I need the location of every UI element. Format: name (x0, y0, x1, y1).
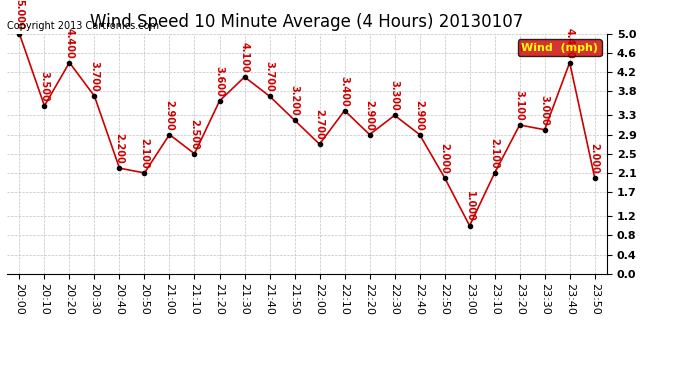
Text: 3.200: 3.200 (290, 85, 299, 116)
Text: 2.700: 2.700 (315, 109, 324, 140)
Text: 3.000: 3.000 (540, 95, 550, 126)
Text: 5.000: 5.000 (14, 0, 24, 30)
Text: 2.100: 2.100 (490, 138, 500, 169)
Text: 3.400: 3.400 (339, 76, 350, 106)
Text: 3.700: 3.700 (264, 61, 275, 92)
Text: 2.900: 2.900 (415, 100, 424, 130)
Text: 4.400: 4.400 (64, 28, 75, 58)
Text: 3.100: 3.100 (515, 90, 524, 121)
Text: 3.500: 3.500 (39, 71, 50, 102)
Text: 2.100: 2.100 (139, 138, 150, 169)
Text: 2.900: 2.900 (164, 100, 175, 130)
Text: 3.300: 3.300 (390, 80, 400, 111)
Text: 2.900: 2.900 (364, 100, 375, 130)
Text: 3.600: 3.600 (215, 66, 224, 97)
Text: 3.700: 3.700 (90, 61, 99, 92)
Text: Copyright 2013 Cartronics.com: Copyright 2013 Cartronics.com (7, 21, 159, 32)
Text: 4.100: 4.100 (239, 42, 250, 73)
Text: 2.500: 2.500 (190, 119, 199, 150)
Text: 4.400: 4.400 (564, 28, 575, 58)
Text: 2.200: 2.200 (115, 133, 124, 164)
Title: Wind Speed 10 Minute Average (4 Hours) 20130107: Wind Speed 10 Minute Average (4 Hours) 2… (90, 13, 524, 31)
Text: 2.000: 2.000 (590, 143, 600, 174)
Legend: Wind  (mph): Wind (mph) (518, 39, 602, 56)
Text: 1.000: 1.000 (464, 191, 475, 222)
Text: 2.000: 2.000 (440, 143, 450, 174)
